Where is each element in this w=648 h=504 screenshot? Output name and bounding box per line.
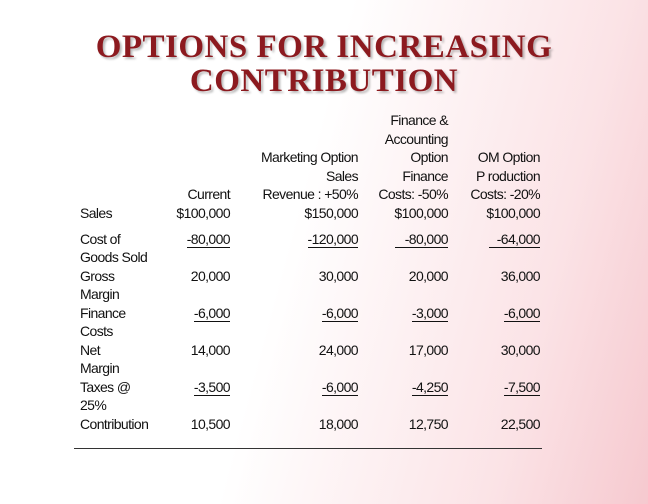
cell-gross-current: 20,000	[190, 268, 231, 284]
row-label-contribution: Contribution	[80, 416, 149, 432]
cell-fincost-finance: -3,000	[411, 305, 449, 322]
row-label-net-margin: Net Margin	[80, 342, 120, 376]
cell-contrib-current: 10,500	[190, 416, 231, 432]
cell-contrib-marketing: 18,000	[318, 416, 359, 432]
cell-sales-marketing: $150,000	[304, 205, 358, 221]
cell-sales-finance: $100,000	[394, 205, 448, 221]
row-label-cogs: Cost of Goods Sold	[80, 231, 148, 265]
cell-gross-om: 36,000	[500, 268, 541, 284]
cell-fincost-current: -6,000	[193, 305, 231, 322]
row-label-gross-margin: Gross Margin	[80, 268, 120, 302]
cell-cogs-current: -80,000	[186, 231, 231, 248]
row-label-sales: Sales	[80, 205, 113, 221]
slide-title: OPTIONS FOR INCREASING CONTRIBUTION	[0, 30, 648, 98]
col-header-marketing: Marketing Option Sales Revenue : +50%	[260, 149, 359, 202]
title-line-1: OPTIONS FOR INCREASING	[95, 29, 553, 65]
cell-sales-om: $100,000	[486, 205, 540, 221]
cell-gross-marketing: 30,000	[318, 268, 359, 284]
cell-contrib-finance: 12,750	[408, 416, 449, 432]
cell-fincost-marketing: -6,000	[321, 305, 359, 322]
cell-net-finance: 17,000	[408, 342, 449, 358]
cell-contrib-om: 22,500	[500, 416, 541, 432]
col-header-om: OM Option P roduction Costs: -20%	[470, 149, 540, 202]
row-label-finance-costs: Finance Costs	[80, 305, 126, 339]
cell-net-marketing: 24,000	[318, 342, 359, 358]
cell-net-om: 30,000	[500, 342, 541, 358]
table-bottom-rule	[74, 448, 542, 449]
col-header-current: Current	[187, 186, 231, 202]
col-header-finance: Finance & Accounting Option Finance Cost…	[378, 112, 448, 202]
title-line-2: CONTRIBUTION	[189, 63, 459, 99]
cell-cogs-marketing: -120,000	[307, 231, 359, 248]
cell-gross-finance: 20,000	[408, 268, 449, 284]
cell-taxes-om: -7,500	[503, 379, 541, 396]
cell-sales-current: $100,000	[176, 205, 230, 221]
cell-taxes-finance: -4,250	[411, 379, 449, 396]
cell-cogs-om: -64,000	[448, 230, 541, 248]
cell-taxes-marketing: -6,000	[321, 379, 359, 396]
cell-net-current: 14,000	[190, 342, 231, 358]
cell-fincost-om: -6,000	[503, 305, 541, 322]
row-label-taxes: Taxes @25%	[80, 379, 131, 413]
cell-taxes-current: -3,500	[193, 379, 231, 396]
cell-cogs-finance: -80,000	[358, 230, 449, 248]
